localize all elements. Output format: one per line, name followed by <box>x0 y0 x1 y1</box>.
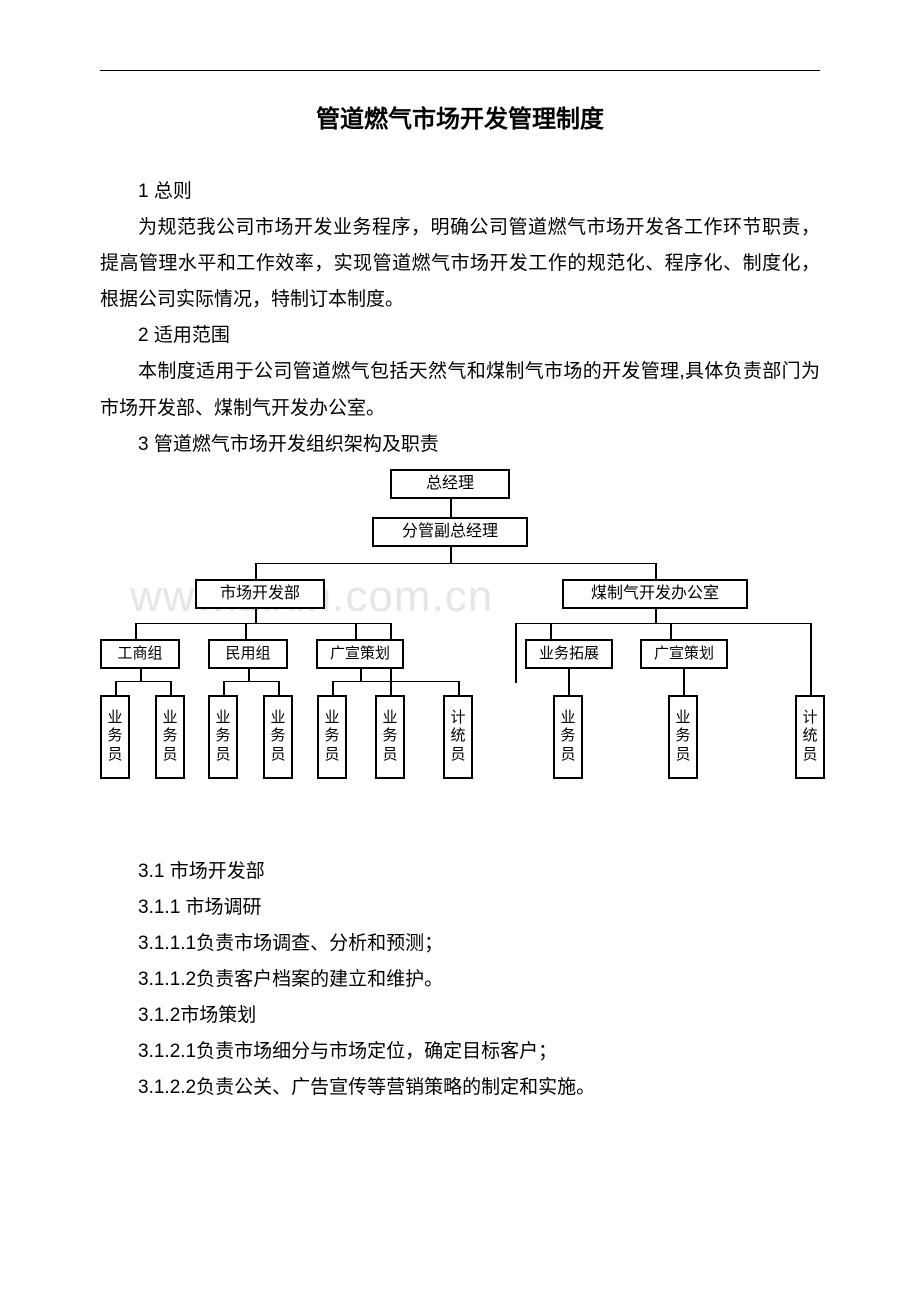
org-chart: 总经理 分管副总经理 市场开发部 煤制气开发办公室 工商组 民用组 广宣策划 业… <box>100 469 820 834</box>
org-box-group-4: 业务拓展 <box>525 639 613 669</box>
section-2-head: 2 适用范围 <box>100 318 820 354</box>
org-leaf-10: 计统员 <box>795 695 825 779</box>
section-3-1: 3.1 市场开发部 <box>100 854 820 890</box>
org-box-group-1: 工商组 <box>100 639 180 669</box>
section-2-body: 本制度适用于公司管道燃气包括天然气和煤制气市场的开发管理,具体负责部门为市场开发… <box>100 354 820 426</box>
org-leaf-8: 业务员 <box>553 695 583 779</box>
section-3-1-1-2: 3.1.1.2负责客户档案的建立和维护。 <box>100 962 820 998</box>
section-3-1-1-1: 3.1.1.1负责市场调查、分析和预测； <box>100 926 820 962</box>
org-box-group-5: 广宣策划 <box>640 639 728 669</box>
org-box-group-2: 民用组 <box>208 639 288 669</box>
org-leaf-2: 业务员 <box>155 695 185 779</box>
doc-title: 管道燃气市场开发管理制度 <box>100 99 820 134</box>
section-3-1-2: 3.1.2市场策划 <box>100 998 820 1034</box>
org-leaf-7: 计统员 <box>443 695 473 779</box>
org-leaf-3: 业务员 <box>208 695 238 779</box>
org-leaf-4: 业务员 <box>263 695 293 779</box>
section-3-1-2-1: 3.1.2.1负责市场细分与市场定位，确定目标客户； <box>100 1034 820 1070</box>
section-3-head: 3 管道燃气市场开发组织架构及职责 <box>100 427 820 463</box>
org-leaf-6: 业务员 <box>375 695 405 779</box>
org-leaf-1: 业务员 <box>100 695 130 779</box>
org-box-vp: 分管副总经理 <box>372 517 528 547</box>
section-1-body: 为规范我公司市场开发业务程序，明确公司管道燃气市场开发各工作环节职责，提高管理水… <box>100 210 820 318</box>
section-3-1-2-2: 3.1.2.2负责公关、广告宣传等营销策略的制定和实施。 <box>100 1070 820 1106</box>
org-box-group-3: 广宣策划 <box>316 639 404 669</box>
org-box-dept-coal: 煤制气开发办公室 <box>562 579 748 609</box>
section-1-head: 1 总则 <box>100 174 820 210</box>
org-box-dept-market: 市场开发部 <box>195 579 325 609</box>
org-box-ceo: 总经理 <box>390 469 510 499</box>
top-rule <box>100 70 820 71</box>
org-leaf-5: 业务员 <box>317 695 347 779</box>
section-3-1-1: 3.1.1 市场调研 <box>100 890 820 926</box>
org-leaf-9: 业务员 <box>668 695 698 779</box>
